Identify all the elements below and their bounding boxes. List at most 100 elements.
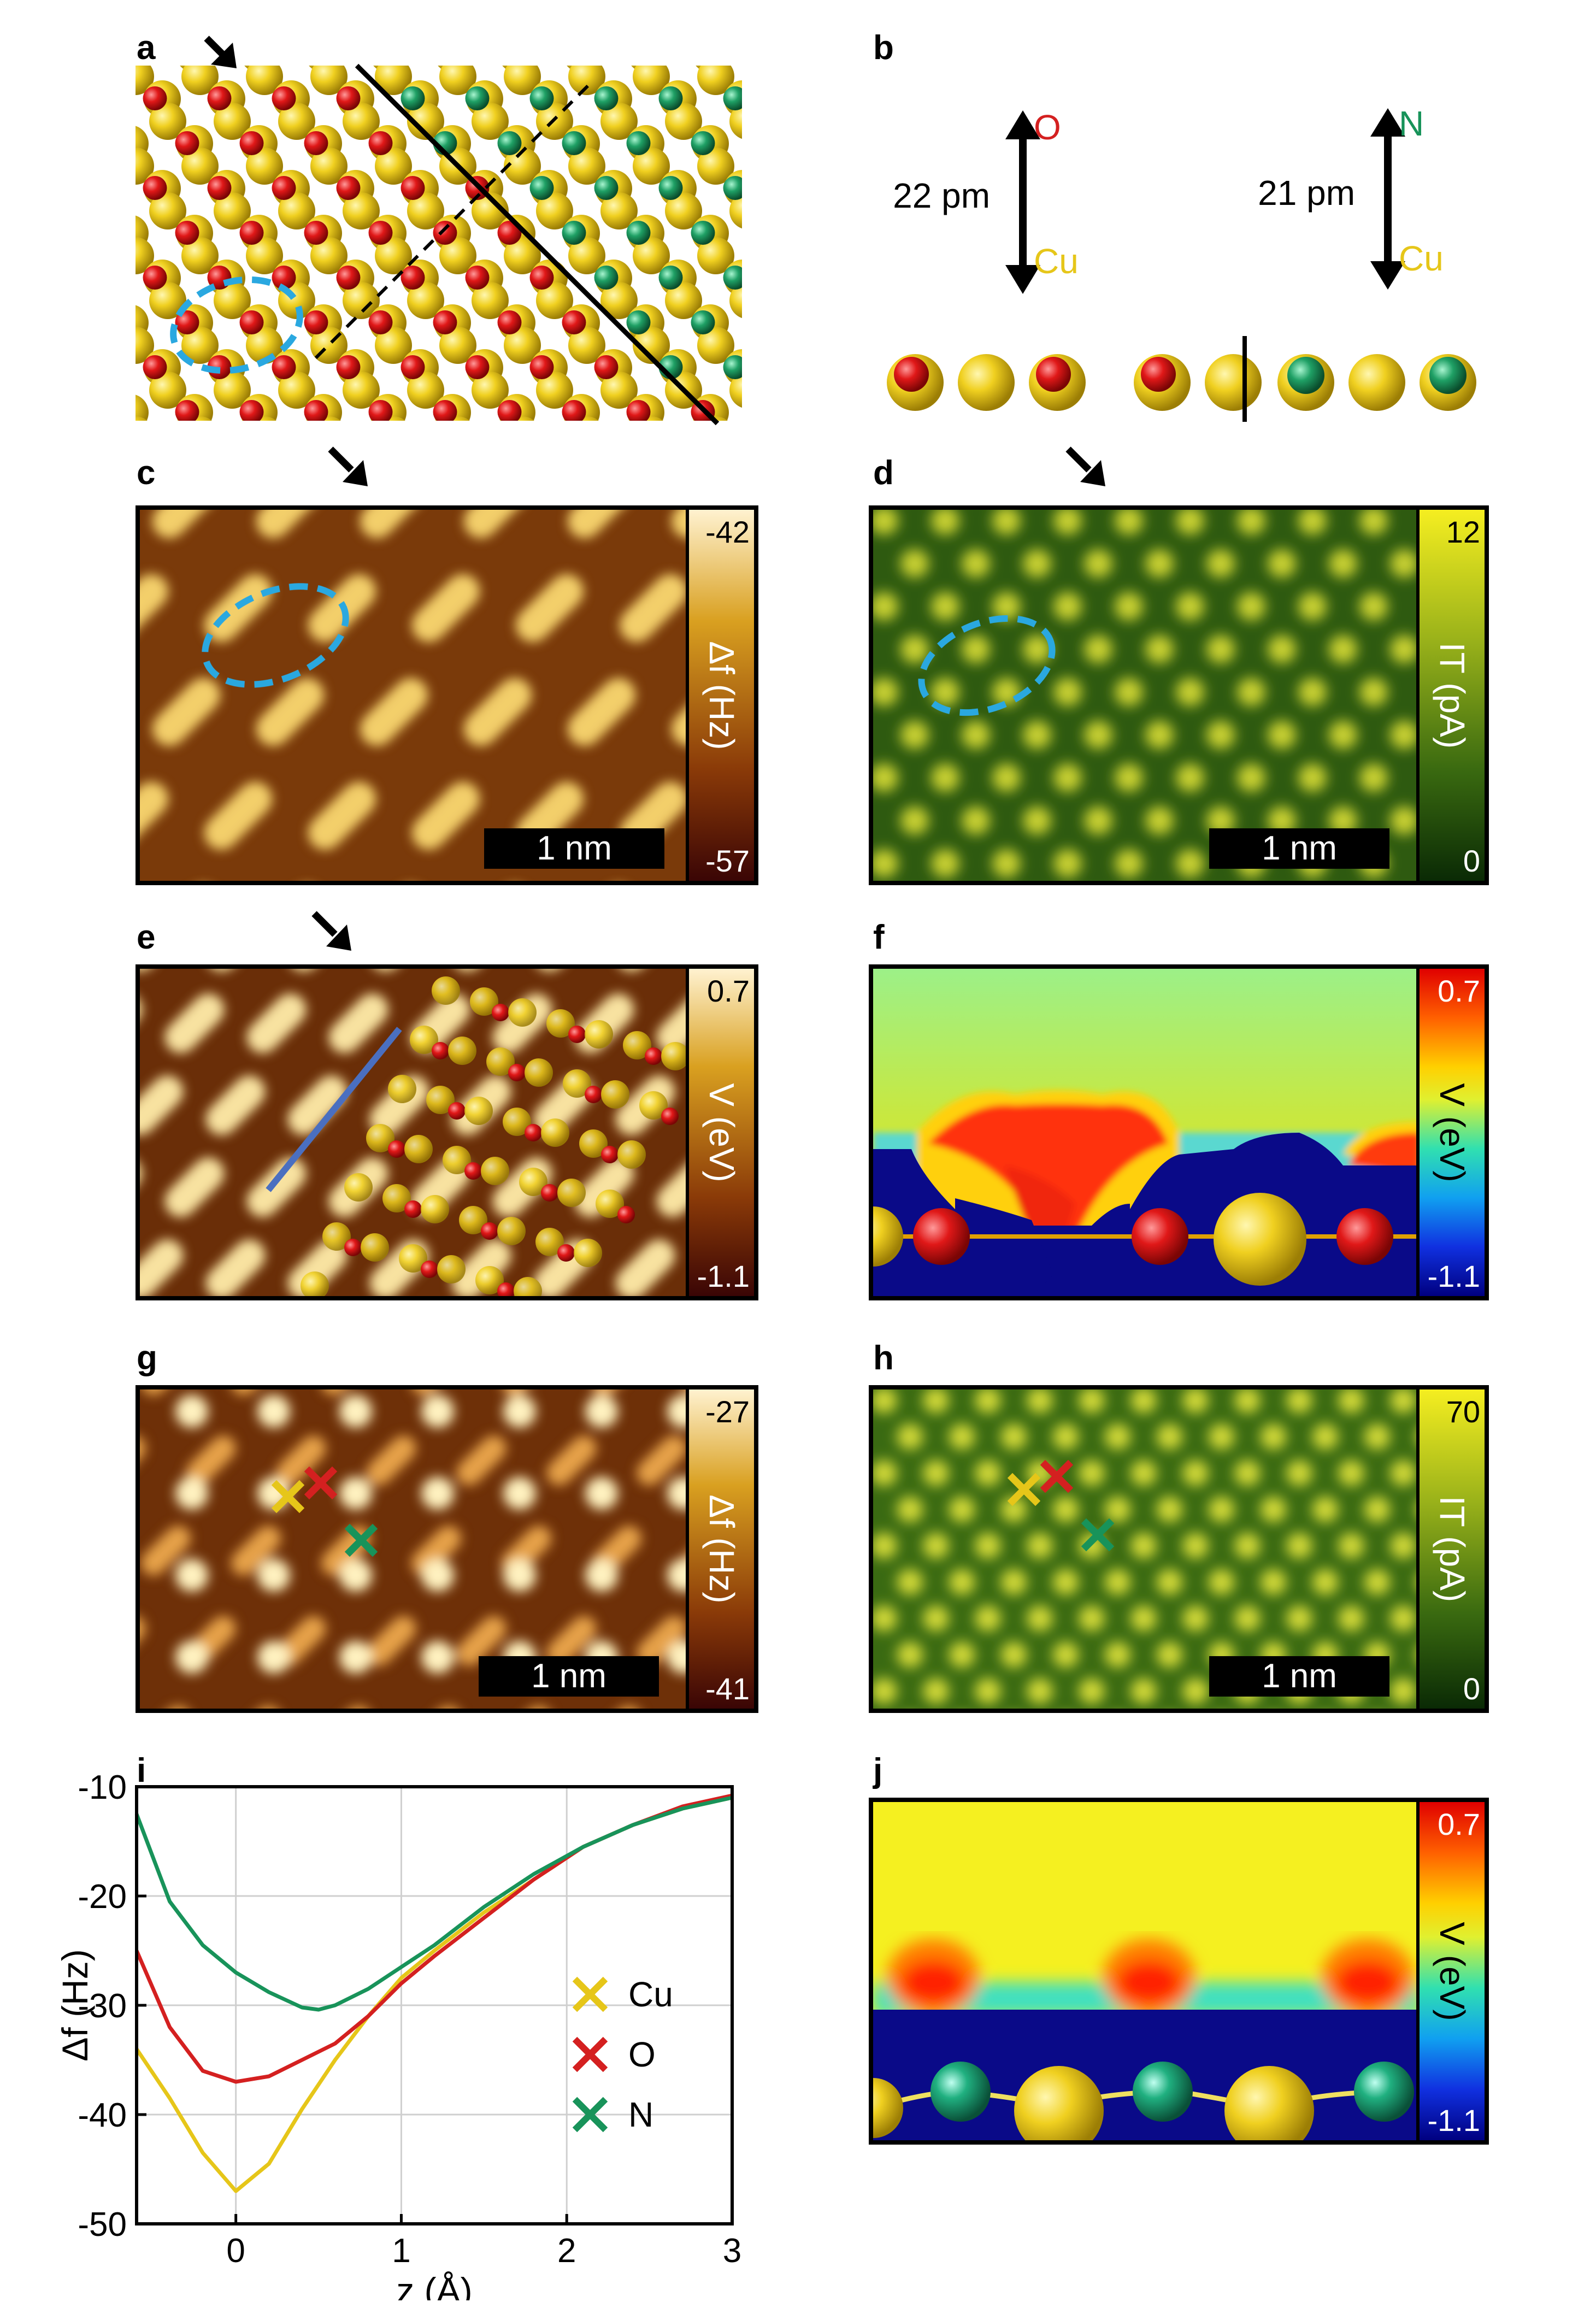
colorbar-min: 0 [1463, 844, 1480, 878]
panel-d-current-image: 12 0 IT (pA) 1 nm [869, 505, 1489, 885]
colorbar: 0.7 -1.1 V (eV) [1416, 969, 1485, 1296]
scale-bar: 1 nm [1209, 828, 1389, 869]
boundary-solid-line [355, 63, 720, 426]
label-n-top: N [1399, 104, 1424, 143]
colorbar-max: -27 [705, 1394, 750, 1429]
scale-bar: 1 nm [1209, 1656, 1389, 1697]
panel-g-afm-image: -27 -41 Δf (Hz) 1 nm [136, 1385, 758, 1713]
x-tick-label: 2 [557, 2232, 576, 2270]
colorbar-min: -1.1 [1427, 2103, 1481, 2138]
panel-h-current-image: 70 0 IT (pA) 1 nm [869, 1385, 1489, 1713]
scale-bar: 1 nm [484, 828, 664, 869]
colorbar-label: IT (pA) [1432, 1495, 1472, 1603]
panel-letter-a: a [137, 29, 156, 67]
panel-letter-f: f [873, 918, 885, 956]
colorbar: 0.7 -1.1 V (eV) [686, 969, 754, 1296]
arrow-icon [328, 446, 368, 486]
panel-c-afm-image: -42 -57 Δf (Hz) 1 nm [136, 505, 758, 885]
colorbar-min: -1.1 [697, 1259, 750, 1293]
legend-label: N [628, 2095, 653, 2134]
y-tick-label: -40 [78, 2097, 127, 2134]
blue-dashed-ellipse [918, 615, 1056, 716]
current-pattern [873, 510, 1418, 878]
panel-letter-d: d [873, 454, 894, 492]
cross-marker-cu [271, 1480, 305, 1514]
label-o-top: O [1034, 108, 1061, 147]
distance-label-left: 22 pm [893, 176, 990, 215]
x-tick-label: 0 [226, 2232, 245, 2270]
legend-entry-o: O [572, 2035, 656, 2074]
y-axis-label: Δf (Hz) [55, 1949, 95, 2061]
x-tick-label: 1 [392, 2232, 410, 2270]
colorbar-label: Δf (Hz) [702, 1494, 741, 1604]
x-tick-label: 3 [723, 2232, 741, 2270]
lattice-atoms [136, 66, 742, 421]
colorbar-label: Δf (Hz) [702, 640, 741, 750]
label-cu-bottom-right: Cu [1399, 239, 1444, 278]
panel-b-diagram: 22 pm O Cu 21 pm N Cu [887, 104, 1476, 422]
current-pattern [873, 1389, 1442, 1704]
cross-marker-n [344, 1523, 378, 1557]
distance-label-right: 21 pm [1258, 173, 1355, 213]
panel-f-potential-cut: 0.7 -1.1 V (eV) [869, 964, 1489, 1300]
colorbar-label: IT (pA) [1432, 642, 1472, 749]
label-cu-bottom-left: Cu [1034, 242, 1079, 281]
y-tick-label: -10 [78, 1769, 127, 1806]
colorbar-max: 70 [1446, 1394, 1480, 1429]
colorbar: 0.7 -1.1 V (eV) [1416, 1802, 1485, 2140]
panel-letter-b: b [873, 29, 894, 67]
colorbar: 70 0 IT (pA) [1416, 1389, 1485, 1709]
cross-marker-o [1040, 1459, 1074, 1493]
panel-letter-j: j [873, 1752, 883, 1789]
y-tick-label: -50 [78, 2206, 127, 2244]
colorbar-max: 0.7 [1438, 974, 1480, 1008]
y-tick-label: -30 [78, 1987, 127, 2025]
panel-letter-g: g [137, 1339, 157, 1377]
panel-i-chart: 0 1 2 3 -10 -20 -30 -40 -50 z (Å) Δf (Hz) Cu ON [55, 1769, 741, 2300]
colorbar-label: V (eV) [1432, 1082, 1472, 1182]
panel-letter-h: h [873, 1339, 894, 1377]
overlay-atoms [301, 976, 690, 1296]
colorbar-max: 12 [1446, 515, 1480, 549]
series-line-n [134, 1795, 733, 2012]
double-arrow-left [1005, 110, 1040, 294]
side-atoms [873, 2062, 1414, 2140]
colorbar-max: -42 [705, 515, 750, 549]
colorbar: -27 -41 Δf (Hz) [686, 1389, 754, 1709]
arrow-icon [1065, 446, 1105, 486]
arrow-icon [204, 36, 237, 68]
cross-marker-n [1081, 1518, 1115, 1552]
blue-dashed-ellipse [202, 583, 349, 688]
double-arrow-right [1370, 108, 1405, 290]
scale-bar: 1 nm [479, 1656, 659, 1697]
legend-label: O [628, 2035, 656, 2074]
blue-dashed-ellipse [170, 276, 303, 374]
legend-entry-n: N [572, 2095, 653, 2134]
colorbar-min: -41 [705, 1671, 750, 1706]
arrow-icon [311, 911, 351, 951]
colorbar-max: 0.7 [1438, 1807, 1480, 1841]
legend-label: Cu [628, 1975, 673, 2014]
side-atoms [873, 1193, 1420, 1286]
cross-marker-o [304, 1466, 338, 1500]
cross-marker-cu [1007, 1473, 1041, 1506]
y-tick-label: -20 [78, 1878, 127, 1916]
colorbar-min: 0 [1463, 1671, 1480, 1706]
panel-a-lattice [136, 36, 742, 426]
colorbar-min: -57 [705, 844, 750, 878]
colorbar-min: -1.1 [1427, 1259, 1481, 1293]
colorbar-label: V (eV) [1432, 1921, 1472, 2021]
legend-entry-cu: Cu [572, 1975, 673, 2014]
colorbar: -42 -57 Δf (Hz) [686, 510, 754, 881]
x-axis-label: z (Å) [396, 2270, 472, 2300]
panel-letter-e: e [137, 918, 156, 956]
side-view-atoms [887, 354, 1476, 411]
panel-letter-c: c [137, 454, 156, 492]
colorbar-max: 0.7 [707, 974, 750, 1008]
panel-letter-i: i [137, 1752, 146, 1789]
colorbar: 12 0 IT (pA) [1416, 510, 1485, 881]
cut-line [266, 1027, 402, 1192]
panel-e-potential-map: 0.7 -1.1 V (eV) [136, 964, 758, 1300]
panel-j-potential-cut: 0.7 -1.1 V (eV) [869, 1798, 1489, 2145]
colorbar-label: V (eV) [702, 1082, 741, 1182]
